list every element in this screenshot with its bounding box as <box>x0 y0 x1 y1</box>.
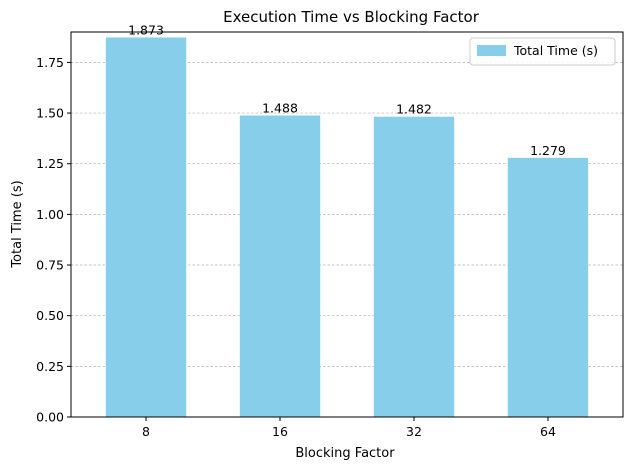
bar <box>105 37 187 417</box>
x-axis-ticks: 8 16 32 64 <box>142 417 556 439</box>
bar-value-label: 1.279 <box>530 143 566 158</box>
y-tick-label: 1.00 <box>36 207 64 222</box>
y-tick-label: 1.25 <box>36 156 64 171</box>
bar-value-labels: 1.873 1.488 1.482 1.279 <box>128 22 566 157</box>
bar-value-label: 1.488 <box>262 100 298 115</box>
x-tick-label: 16 <box>272 424 288 439</box>
bar <box>507 157 589 417</box>
y-tick-label: 1.75 <box>36 55 64 70</box>
legend-label: Total Time (s) <box>513 43 598 58</box>
y-tick-label: 0.75 <box>36 258 64 273</box>
bar <box>239 115 321 418</box>
bar-value-label: 1.873 <box>128 22 164 37</box>
chart-title: Execution Time vs Blocking Factor <box>223 8 480 26</box>
y-tick-label: 0.25 <box>36 359 64 374</box>
y-axis-label: Total Time (s) <box>10 180 25 268</box>
x-axis-label: Blocking Factor <box>295 446 395 461</box>
legend: Total Time (s) <box>469 37 616 66</box>
bars <box>105 37 589 418</box>
x-tick-label: 32 <box>406 424 422 439</box>
x-tick-label: 8 <box>142 424 150 439</box>
y-tick-label: 0.50 <box>36 308 64 323</box>
bar-value-label: 1.482 <box>396 102 432 117</box>
legend-box <box>469 37 616 66</box>
y-axis-ticks: 0.00 0.25 0.50 0.75 1.00 1.25 1.50 1.75 <box>36 55 71 425</box>
legend-swatch <box>477 45 506 56</box>
plot-frame <box>70 31 624 418</box>
x-tick-label: 64 <box>540 424 556 439</box>
bar <box>373 116 455 417</box>
y-tick-label: 1.50 <box>36 106 64 121</box>
y-tick-label: 0.00 <box>36 410 64 425</box>
